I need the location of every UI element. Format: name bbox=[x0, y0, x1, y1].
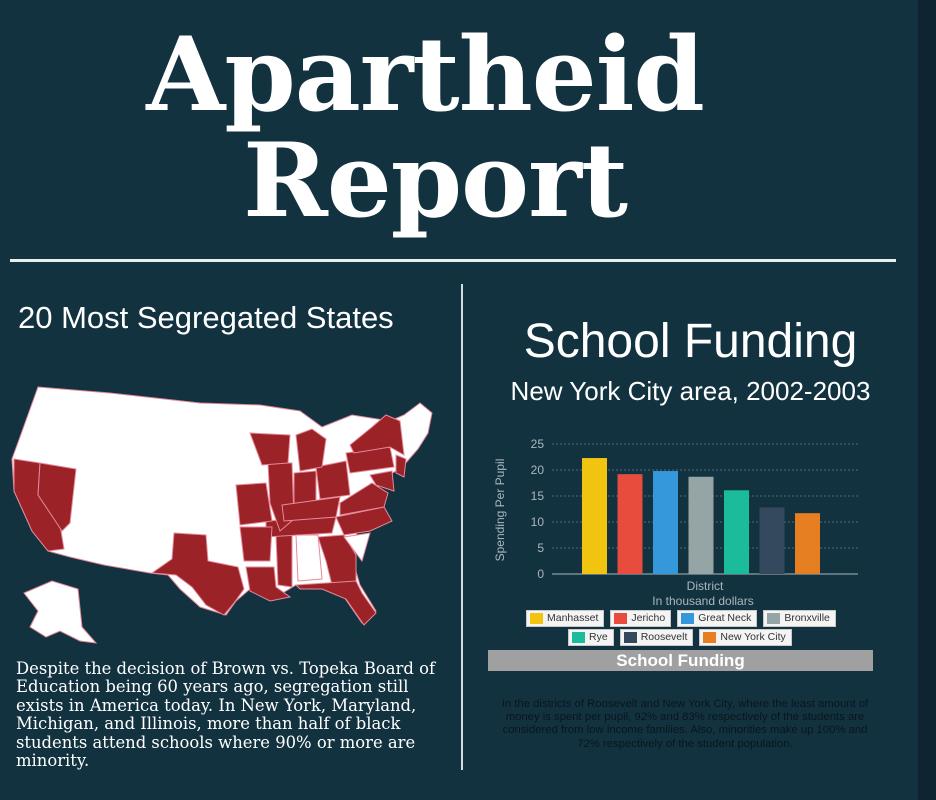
state-alabama bbox=[295, 534, 323, 582]
legend-item: New York City bbox=[699, 629, 792, 646]
x-axis-sublabel: In thousand dollars bbox=[652, 594, 753, 608]
school-funding-heading: School Funding bbox=[523, 315, 858, 368]
legend-item: Great Neck bbox=[677, 610, 758, 627]
legend-swatch bbox=[767, 613, 781, 624]
bar-manhasset bbox=[582, 458, 607, 574]
legend-item: Roosevelt bbox=[619, 629, 694, 646]
state-mississippi bbox=[275, 534, 293, 588]
y-tick-label: 5 bbox=[537, 541, 544, 555]
segregation-paragraph: Despite the decision of Brown vs. Topeka… bbox=[16, 659, 436, 771]
x-axis-label: District bbox=[687, 579, 724, 593]
legend-label: Great Neck bbox=[698, 612, 752, 624]
state-maryland bbox=[369, 470, 395, 492]
legend-swatch bbox=[530, 613, 543, 624]
school-funding-subheading: New York City area, 2002-2003 bbox=[510, 376, 871, 406]
y-tick-label: 25 bbox=[531, 437, 545, 451]
state-louisiana bbox=[245, 566, 292, 602]
page-title-line1: Apartheid bbox=[146, 15, 705, 135]
legend-swatch bbox=[681, 613, 695, 624]
state-kentucky bbox=[281, 496, 341, 522]
legend-label: New York City bbox=[720, 631, 786, 643]
state-ohio bbox=[315, 460, 351, 500]
column-divider bbox=[461, 284, 463, 770]
legend-label: Bronxville bbox=[784, 612, 830, 624]
legend-swatch bbox=[572, 632, 585, 643]
y-tick-label: 15 bbox=[531, 489, 545, 503]
legend-item: Manhasset bbox=[526, 610, 605, 627]
page-title-line2: Report bbox=[243, 121, 628, 241]
legend-label: Roosevelt bbox=[640, 631, 688, 643]
title-divider bbox=[10, 259, 896, 262]
legend-item: Rye bbox=[568, 629, 614, 646]
legend-swatch bbox=[614, 613, 628, 624]
legend-label: Rye bbox=[589, 631, 608, 643]
legend-item: Jericho bbox=[610, 610, 672, 627]
state-florida bbox=[294, 580, 377, 626]
bar-great-neck bbox=[653, 471, 678, 574]
legend-label: Jericho bbox=[631, 612, 666, 624]
segregated-states-heading: 20 Most Segregated States bbox=[18, 300, 394, 335]
bar-jericho bbox=[617, 474, 643, 574]
alaska bbox=[23, 580, 98, 644]
state-wisconsin bbox=[249, 432, 291, 466]
legend-item: Bronxville bbox=[763, 610, 836, 627]
state-new-jersey bbox=[395, 454, 407, 478]
bar-new-york-city bbox=[795, 513, 820, 574]
y-tick-label: 0 bbox=[537, 567, 544, 581]
state-arkansas bbox=[239, 526, 273, 562]
state-south-carolina bbox=[343, 532, 371, 563]
legend-label: Manhasset bbox=[547, 612, 599, 624]
us-segregation-map bbox=[11, 386, 433, 644]
page-edge bbox=[918, 0, 936, 800]
state-texas bbox=[150, 532, 245, 616]
bar-roosevelt bbox=[759, 507, 785, 574]
funding-footnote: In the districts of Roosevelt and New Yo… bbox=[501, 698, 869, 750]
legend-swatch bbox=[623, 632, 637, 643]
bar-bronxville bbox=[688, 476, 714, 574]
y-axis-label: Spending Per Pupil bbox=[493, 459, 507, 562]
bar-rye bbox=[724, 490, 749, 574]
y-tick-label: 10 bbox=[531, 515, 545, 529]
chart-footer-label: School Funding bbox=[488, 650, 873, 671]
state-nevada bbox=[37, 462, 77, 532]
y-tick-label: 20 bbox=[531, 463, 545, 477]
state-new-york bbox=[349, 414, 405, 456]
state-virginia bbox=[339, 482, 389, 516]
state-missouri bbox=[235, 482, 273, 526]
legend-swatch bbox=[703, 632, 717, 643]
state-michigan bbox=[295, 428, 327, 472]
